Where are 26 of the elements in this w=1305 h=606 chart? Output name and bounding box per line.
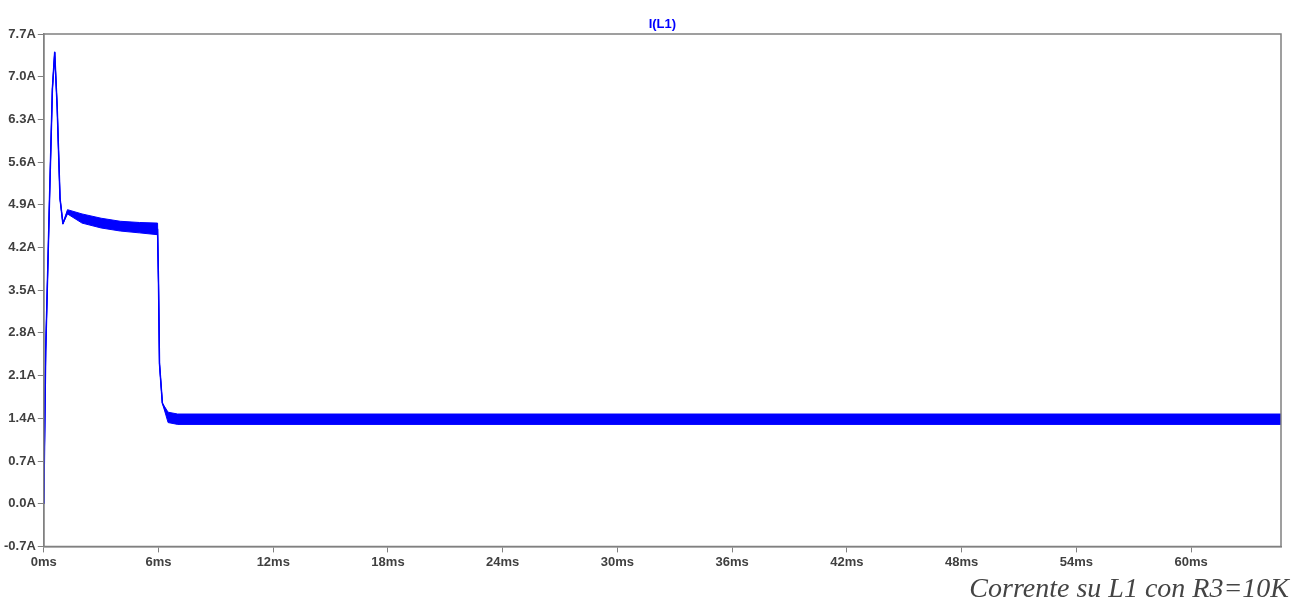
y-tick-label: 0.7A [8,452,37,468]
text: I(L1) [648,16,677,32]
y-tick-label: 4.9A [8,196,37,212]
x-tick-label: 30ms [600,553,635,569]
y-tick-label: 6.3A [8,110,37,126]
y-tick-label: 4.2A [8,239,37,255]
y-tick-label: 1.4A [8,409,37,425]
x-tick-label: 12ms [256,553,290,569]
x-tick-label: 60ms [1174,553,1208,569]
x-tick-label: 18ms [371,553,405,569]
y-tick-label: 2.8A [8,324,37,340]
y-tick-label: 7.7A [8,25,37,41]
y-tick-label: 5.6A [8,153,37,169]
x-tick-label: 42ms [830,553,864,569]
x-tick-label: 36ms [715,553,749,569]
x-tick-label: 6ms [145,553,172,569]
x-tick-label: 24ms [486,553,520,569]
x-tick-label: 0ms [30,553,57,569]
x-tick-label: 48ms [945,553,979,569]
text: Corrente su L1 con R3=10K [969,572,1289,604]
x-tick-label: 54ms [1059,553,1094,569]
y-tick-label: -0.7A [3,537,37,553]
y-tick-label: 0.0A [8,495,37,511]
y-tick-label: 3.5A [8,281,37,297]
y-tick-label: 7.0A [8,68,37,84]
y-tick-label: 2.1A [8,367,37,383]
